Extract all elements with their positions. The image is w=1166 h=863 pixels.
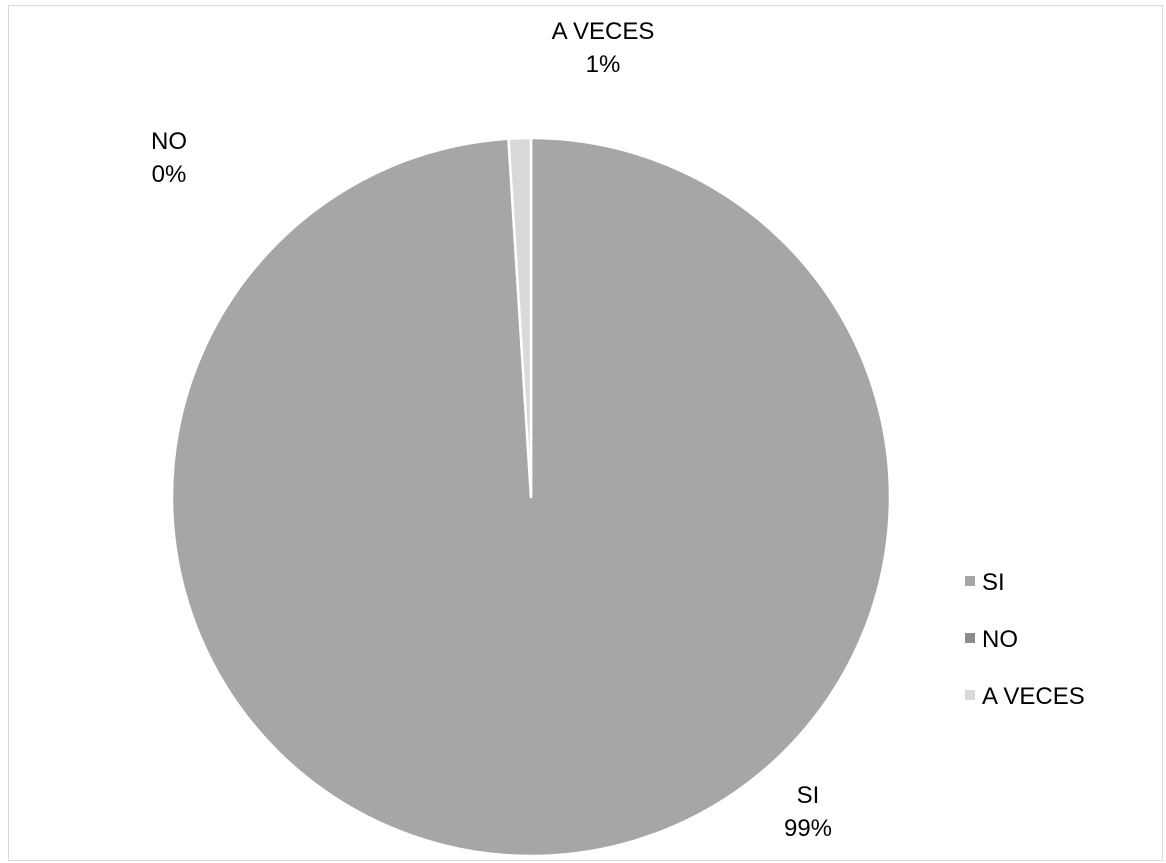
legend-swatch-no	[965, 633, 975, 643]
legend-label-no: NO	[982, 626, 1018, 653]
pie-slice-a-veces	[507, 136, 533, 499]
data-label-a-veces-percent: 1%	[586, 51, 621, 78]
data-label-si-percent: 99%	[784, 815, 832, 842]
data-label-a-veces-category: A VECES	[552, 18, 655, 45]
legend-swatch-a-veces	[965, 690, 975, 700]
legend: SI NO A VECES	[965, 569, 1085, 710]
data-label-si-category: SI	[797, 782, 820, 809]
legend-swatch-si	[965, 576, 975, 586]
data-label-no-category: NO	[151, 128, 187, 155]
data-label-no-percent: 0%	[152, 161, 187, 188]
legend-label-si: SI	[982, 569, 1005, 596]
pie-slices	[170, 136, 892, 858]
legend-label-a-veces: A VECES	[982, 683, 1085, 710]
